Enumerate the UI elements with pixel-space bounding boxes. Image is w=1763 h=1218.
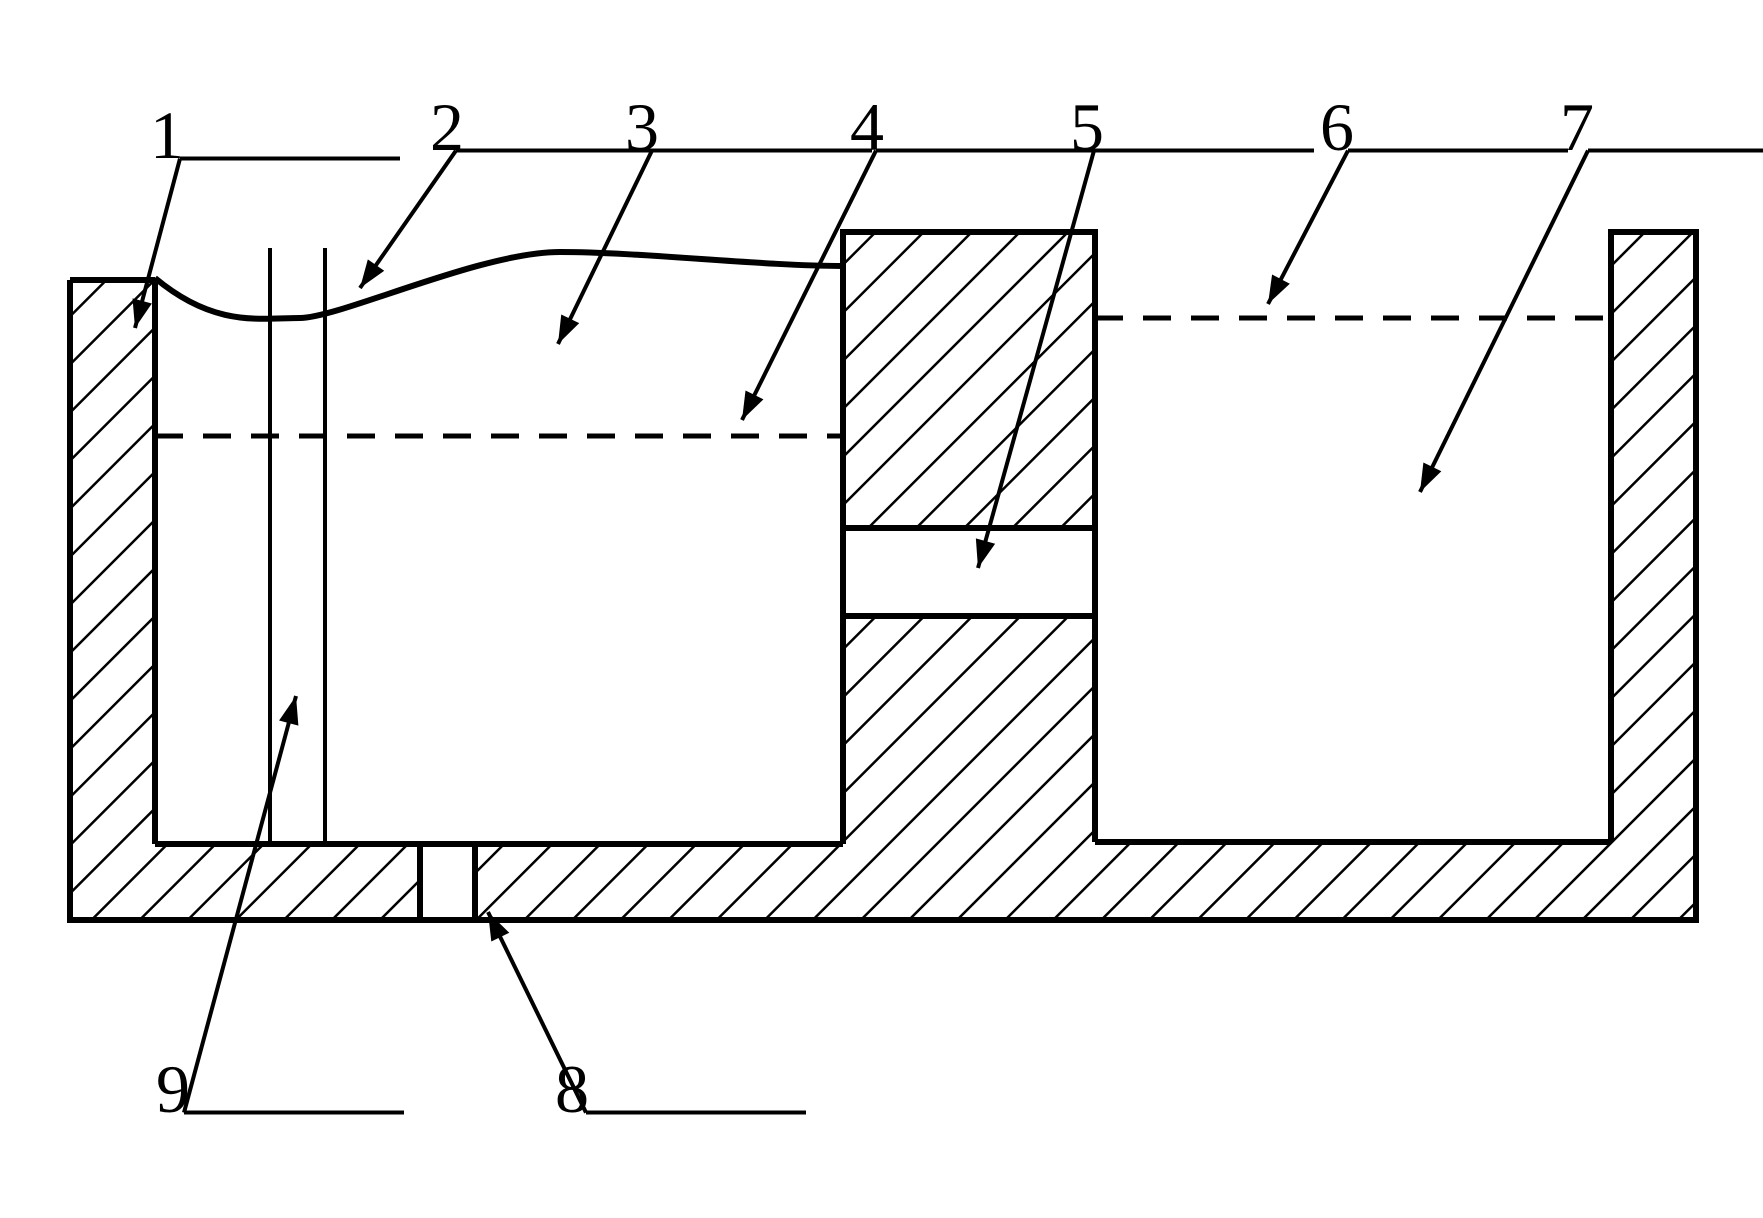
diagram-svg bbox=[0, 0, 1763, 1218]
leader-arrowhead bbox=[1268, 275, 1290, 304]
label-7: 7 bbox=[1560, 88, 1594, 167]
label-1: 1 bbox=[150, 96, 184, 175]
label-3-leader bbox=[558, 151, 652, 344]
label-4: 4 bbox=[850, 88, 884, 167]
leader-arrowhead bbox=[360, 259, 384, 288]
label-7-leader bbox=[1420, 151, 1588, 492]
leader-arrowhead bbox=[1420, 462, 1441, 492]
leader-arrowhead bbox=[279, 696, 298, 726]
label-2: 2 bbox=[430, 88, 464, 167]
leader-arrowhead bbox=[558, 314, 579, 344]
label-9: 9 bbox=[156, 1050, 190, 1129]
leader-arrowhead bbox=[976, 538, 995, 568]
label-6: 6 bbox=[1320, 88, 1354, 167]
liquid-surface-curve bbox=[155, 252, 843, 319]
label-5: 5 bbox=[1070, 88, 1104, 167]
label-8: 8 bbox=[555, 1050, 589, 1129]
label-3: 3 bbox=[625, 88, 659, 167]
diagram-container: 1 2 3 4 5 6 7 8 9 bbox=[0, 0, 1763, 1218]
body-hatched bbox=[70, 232, 1696, 920]
leader-arrowhead bbox=[742, 390, 763, 420]
